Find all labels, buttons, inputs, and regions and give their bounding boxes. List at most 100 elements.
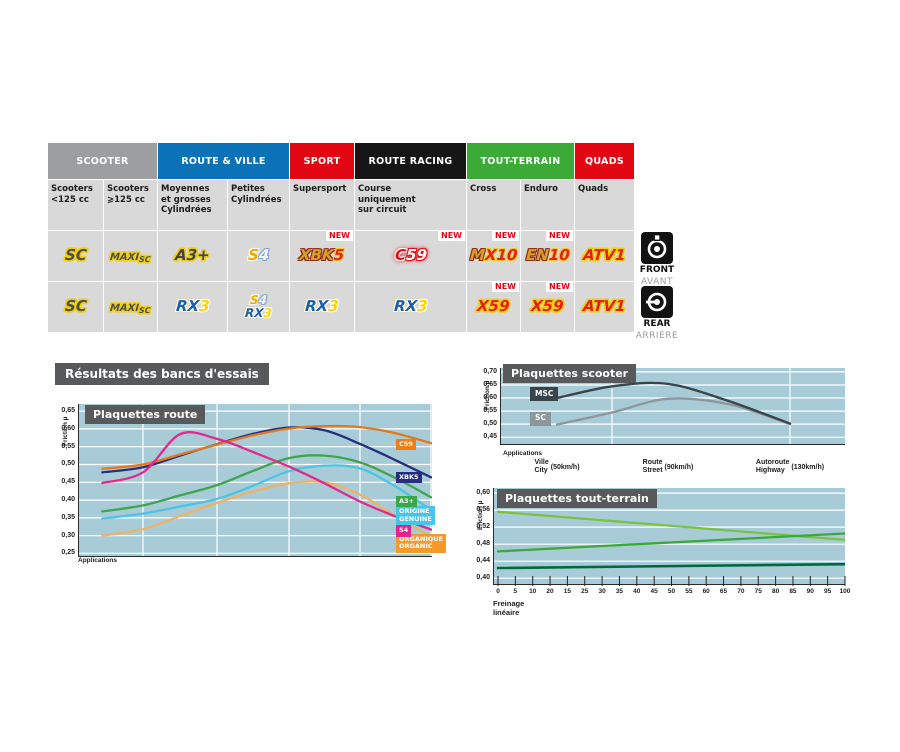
logo-text: SC bbox=[138, 305, 151, 315]
x-tick-label: 80 bbox=[771, 588, 780, 595]
table-subheader-scooters-125-cc: Scooters ⩾125 cc bbox=[104, 180, 158, 231]
x-category-ville: Ville City (50km/h) bbox=[534, 459, 580, 474]
table-subheader-scooters-125-cc: Scooters <125 cc bbox=[48, 180, 104, 231]
logo-text: XBK bbox=[298, 246, 335, 265]
product-logo-x59: X59 bbox=[530, 297, 565, 316]
product-logo-atv1: ATV1 bbox=[583, 297, 627, 315]
table-subheader-cross: Cross bbox=[467, 180, 521, 231]
cell-front-a3plus: A3+ bbox=[158, 231, 228, 282]
x-tick-label: 85 bbox=[789, 588, 797, 595]
x-tick-label: 25 bbox=[581, 588, 589, 595]
cell-front-c59: NEW C59 bbox=[355, 231, 467, 282]
cell-front-en10: NEW EN10 bbox=[521, 231, 575, 282]
x-tick-label: 35 bbox=[615, 588, 624, 595]
y-tick-label: 0,44 bbox=[476, 557, 490, 565]
logo-text: X59 bbox=[530, 297, 565, 316]
logo-text: 10 bbox=[547, 246, 571, 265]
series-line-c59 bbox=[101, 424, 433, 470]
x-tick-label: 15 bbox=[563, 588, 572, 595]
x-tick-label: 100 bbox=[839, 588, 851, 595]
logo-text: MAXI bbox=[109, 302, 140, 314]
table-subheader-moyennes-et-grosses-cylindr-es: Moyennes et grosses Cylindrées bbox=[158, 180, 228, 231]
series-line-mx10 bbox=[496, 510, 847, 542]
x-tick-label: 10 bbox=[529, 588, 537, 595]
logo-text: C bbox=[393, 246, 407, 265]
table-subheader-course-uniquement-sur-circuit: Course uniquement sur circuit bbox=[355, 180, 467, 231]
table-group-sport: SPORT bbox=[290, 143, 355, 180]
product-logo-rx3: RX3 bbox=[305, 297, 340, 315]
product-logo-atv1: ATV1 bbox=[583, 246, 627, 264]
logo-text: 3 bbox=[198, 297, 210, 316]
rear-disc-icon bbox=[641, 286, 673, 318]
cell-front-mx10: NEW MX10 bbox=[467, 231, 521, 282]
y-tick-label: 0,56 bbox=[476, 506, 490, 514]
series-line-organique-organic bbox=[101, 480, 433, 538]
x-tick-label: 50 bbox=[667, 588, 676, 595]
series-line-s4 bbox=[101, 431, 433, 531]
chart-title-tout: Plaquettes tout-terrain bbox=[497, 489, 657, 508]
product-logo-rx3: RX3 bbox=[393, 297, 428, 316]
table-group-scooter: SCOOTER bbox=[48, 143, 158, 180]
series-label-xbk5: XBK5 bbox=[396, 471, 422, 484]
y-axis-title: Friction µ bbox=[62, 416, 69, 446]
new-badge: NEW bbox=[546, 282, 573, 292]
product-logo-xbk5: XBK5 bbox=[298, 246, 346, 265]
logo-text: 5 bbox=[333, 246, 346, 265]
product-logo-mx10: MX10 bbox=[469, 246, 518, 265]
y-tick-label: 0,60 bbox=[61, 424, 75, 432]
x-axis-title: Freinage linéaire bbox=[493, 599, 525, 617]
applications-label: Applications bbox=[78, 557, 118, 564]
x-tick-label: 5 bbox=[513, 588, 518, 595]
rear-label-fr: ARRIÈRE bbox=[635, 331, 679, 341]
front-disc-icon bbox=[641, 232, 673, 264]
logo-text: 59 bbox=[404, 246, 428, 265]
cell-rear-x59: NEW X59 bbox=[467, 282, 521, 333]
series-line-a3plus bbox=[101, 454, 433, 513]
series-label-s4: S4 bbox=[396, 525, 412, 537]
product-logo-c59: C59 bbox=[393, 246, 428, 265]
y-tick-label: 0,40 bbox=[61, 496, 75, 504]
product-logo-en10: EN10 bbox=[525, 246, 571, 265]
cell-rear-rx3: RX3 bbox=[355, 282, 467, 333]
table-group-route-ville: ROUTE & VILLE bbox=[158, 143, 290, 180]
cell-rear-sc: SC bbox=[48, 282, 104, 333]
cell-front-sc: SC bbox=[48, 231, 104, 282]
new-badge: NEW bbox=[546, 231, 573, 241]
x-tick-label: 55 bbox=[685, 588, 693, 595]
x-category-route: Route Street (90km/h) bbox=[642, 459, 694, 474]
front-label: FRONT bbox=[639, 265, 675, 275]
y-tick-label: 0,52 bbox=[476, 523, 490, 531]
logo-text: M bbox=[469, 246, 486, 265]
new-badge: NEW bbox=[438, 231, 465, 241]
y-tick-label: 0,35 bbox=[61, 513, 75, 521]
y-tick-label: 0,45 bbox=[61, 478, 75, 486]
x-tick-label: 95 bbox=[824, 588, 832, 595]
new-badge: NEW bbox=[492, 282, 519, 292]
logo-text: RX bbox=[393, 297, 418, 316]
cell-front-atv1: ATV1 bbox=[575, 231, 635, 282]
logo-text: 3 bbox=[263, 306, 273, 320]
x-tick-label: 75 bbox=[754, 588, 762, 595]
logo-text: X59 bbox=[476, 297, 511, 316]
logo-text: SC bbox=[64, 297, 88, 316]
table-subheader-petites-cylindr-es: Petites Cylindrées bbox=[228, 180, 290, 231]
y-tick-label: 0,55 bbox=[61, 442, 75, 450]
series-line-sc bbox=[555, 397, 792, 426]
series-label-a3plus: A3+ bbox=[396, 495, 417, 508]
logo-text: EN bbox=[525, 246, 550, 265]
product-logo-maxi-sc: MAXISC bbox=[110, 248, 152, 264]
series-line-xbk5 bbox=[101, 426, 433, 479]
y-tick-label: 0,48 bbox=[476, 540, 490, 548]
product-logo-sc: SC bbox=[64, 246, 87, 264]
table-subheader-quads: Quads bbox=[575, 180, 635, 231]
series-label-origine-genuine: ORIGINE GENUINE bbox=[396, 506, 435, 526]
y-tick-label: 0,65 bbox=[61, 407, 75, 415]
section-title: Résultats des bancs d'essais bbox=[55, 363, 269, 385]
chart-route-plot bbox=[78, 404, 433, 557]
product-logo-rx3: RX3 bbox=[175, 297, 210, 316]
logo-text: A3+ bbox=[174, 246, 211, 265]
x-tick-label: 20 bbox=[546, 588, 554, 595]
y-axis-title: Friction µ bbox=[484, 380, 491, 410]
x-tick-label: 40 bbox=[633, 588, 641, 595]
cell-front-s4: S4 bbox=[228, 231, 290, 282]
